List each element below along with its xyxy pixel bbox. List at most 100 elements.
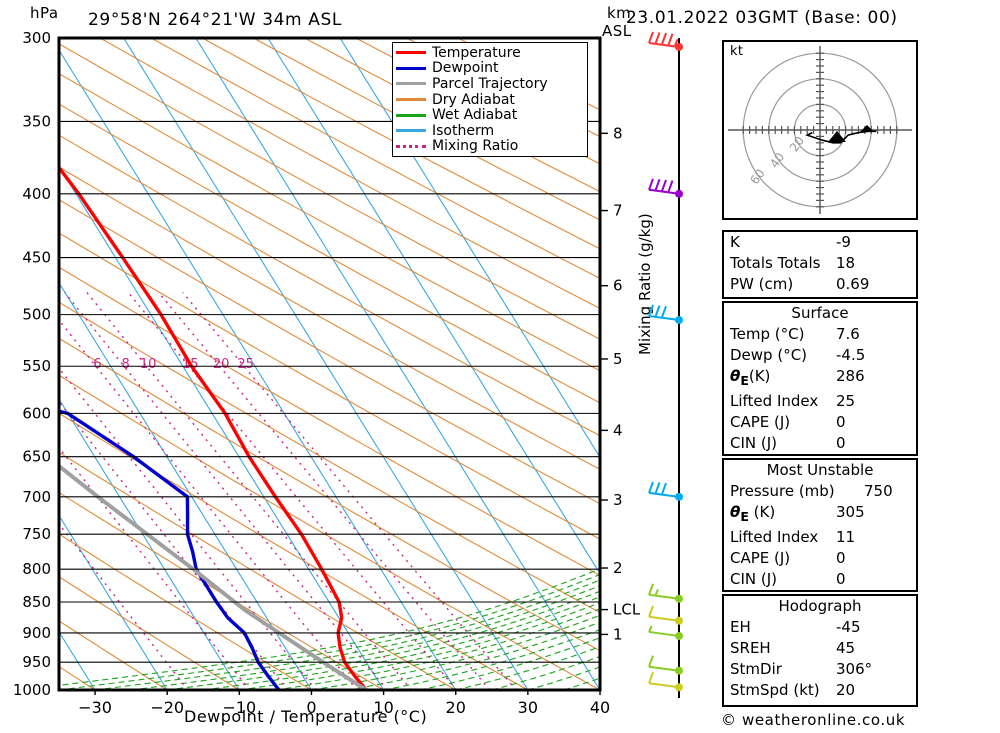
mu-value: 11 xyxy=(836,528,856,546)
surface-row: CIN (J) 0 xyxy=(724,433,916,454)
svg-text:20: 20 xyxy=(213,357,230,372)
svg-text:850: 850 xyxy=(22,593,51,611)
svg-text:350: 350 xyxy=(22,112,51,130)
surface-value: 25 xyxy=(836,392,856,410)
hodo-row: SREH 45 xyxy=(724,638,916,659)
right-axis-unit-asl: ASL xyxy=(602,22,632,40)
hodograph-unit-label: kt xyxy=(730,44,744,59)
svg-text:750: 750 xyxy=(22,525,51,543)
svg-text:450: 450 xyxy=(22,249,51,267)
mu-key: CIN (J) xyxy=(730,570,778,588)
surface-value: -4.5 xyxy=(836,346,866,364)
mu-value: 750 xyxy=(864,482,893,500)
index-value: -9 xyxy=(836,233,851,251)
svg-text:2: 2 xyxy=(613,559,623,577)
wind-barb xyxy=(648,481,683,501)
svg-text:300: 300 xyxy=(22,29,51,47)
svg-text:5: 5 xyxy=(613,350,623,368)
svg-text:1: 1 xyxy=(613,625,623,643)
surface-row: θE(K) 286 xyxy=(724,366,916,391)
index-key: Totals Totals xyxy=(730,254,821,272)
legend-swatch-icon xyxy=(396,98,426,102)
most-unstable-title: Most Unstable xyxy=(766,461,874,479)
svg-text:900: 900 xyxy=(22,624,51,642)
legend-swatch-icon xyxy=(396,129,426,133)
surface-value: 0 xyxy=(836,413,846,431)
legend-item: Mixing Ratio xyxy=(396,139,583,155)
mu-value: 305 xyxy=(836,503,865,521)
svg-text:800: 800 xyxy=(22,560,51,578)
most-unstable-panel: Most Unstable Pressure (mb) 750 θE (K) 3… xyxy=(722,458,918,592)
mu-key: Pressure (mb) xyxy=(730,482,835,500)
chart-legend: Temperature Dewpoint Parcel Trajectory Dry … xyxy=(392,42,588,158)
svg-text:20: 20 xyxy=(446,698,466,717)
hodo-key: StmDir xyxy=(730,660,782,678)
mu-key: θE (K) xyxy=(730,503,776,524)
wind-barb xyxy=(648,304,683,325)
index-key: PW (cm) xyxy=(730,275,794,293)
legend-item: Parcel Trajectory xyxy=(396,76,583,92)
svg-text:6: 6 xyxy=(93,357,101,372)
surface-key: CIN (J) xyxy=(730,434,778,452)
mu-row: Pressure (mb) 750 xyxy=(724,481,916,502)
hodograph-panel: 20 40 60 kt xyxy=(722,40,918,220)
svg-text:40: 40 xyxy=(590,698,610,717)
legend-label: Isotherm xyxy=(432,122,495,139)
surface-key: θE(K) xyxy=(730,367,771,388)
hodo-value: 306° xyxy=(836,660,873,678)
mu-value: 0 xyxy=(836,570,846,588)
legend-swatch-icon xyxy=(396,144,426,148)
surface-panel-title: Surface xyxy=(791,304,849,322)
legend-swatch-icon xyxy=(396,82,426,86)
hodo-key: EH xyxy=(730,618,751,636)
surface-row: Temp (°C) 7.6 xyxy=(724,324,916,345)
skewt-chart: 6 8 10 15 20 25 300 350 400 450 500 550 600 650 700 750… xyxy=(13,29,640,717)
wind-barb xyxy=(648,625,683,640)
index-key: K xyxy=(730,233,740,251)
wind-barb xyxy=(648,671,683,692)
surface-key: CAPE (J) xyxy=(730,413,791,431)
hodo-key: StmSpd (kt) xyxy=(730,681,820,699)
legend-swatch-icon xyxy=(396,66,426,70)
svg-text:−30: −30 xyxy=(78,698,112,717)
legend-label: Mixing Ratio xyxy=(432,138,519,155)
legend-swatch-icon xyxy=(396,113,426,117)
hodo-row: StmDir 306° xyxy=(724,659,916,680)
surface-value: 7.6 xyxy=(836,325,860,343)
legend-item: Wet Adiabat xyxy=(396,107,583,123)
left-axis-unit: hPa xyxy=(30,4,59,22)
svg-text:30: 30 xyxy=(518,698,538,717)
surface-key: Dewp (°C) xyxy=(730,346,808,364)
hodo-value: 20 xyxy=(836,681,856,699)
mu-row: θE (K) 305 xyxy=(724,502,916,527)
index-value: 18 xyxy=(836,254,856,272)
surface-value: 0 xyxy=(836,434,846,452)
svg-text:550: 550 xyxy=(22,357,51,375)
hodograph-stats-title: Hodograph xyxy=(778,597,862,615)
legend-label: Temperature xyxy=(432,44,521,61)
station-title: 29°58'N 264°21'W 34m ASL xyxy=(88,10,342,30)
svg-text:10: 10 xyxy=(140,357,157,372)
legend-item: Temperature xyxy=(396,45,583,61)
index-value: 0.69 xyxy=(836,275,870,293)
svg-text:0: 0 xyxy=(306,698,316,717)
x-axis-label: Dewpoint / Temperature (°C) xyxy=(184,707,428,726)
surface-row: Dewp (°C) -4.5 xyxy=(724,345,916,366)
surface-key: Lifted Index xyxy=(730,392,819,410)
index-row: K -9 xyxy=(724,232,916,253)
series-temperature xyxy=(59,164,368,690)
surface-row: Lifted Index 25 xyxy=(724,391,916,412)
mu-key: CAPE (J) xyxy=(730,549,791,567)
hodo-row: EH -45 xyxy=(724,617,916,638)
svg-text:600: 600 xyxy=(22,404,51,422)
wind-barb xyxy=(648,605,683,625)
index-row: Totals Totals 18 xyxy=(724,253,916,274)
svg-text:6: 6 xyxy=(613,277,623,295)
surface-key: Temp (°C) xyxy=(730,325,805,343)
svg-text:10: 10 xyxy=(373,698,393,717)
series-dewpoint xyxy=(59,409,281,690)
svg-text:1000: 1000 xyxy=(13,681,51,699)
wind-barb xyxy=(648,178,683,198)
svg-text:−20: −20 xyxy=(150,698,184,717)
copyright-notice: © weatheronline.co.uk xyxy=(721,711,906,729)
